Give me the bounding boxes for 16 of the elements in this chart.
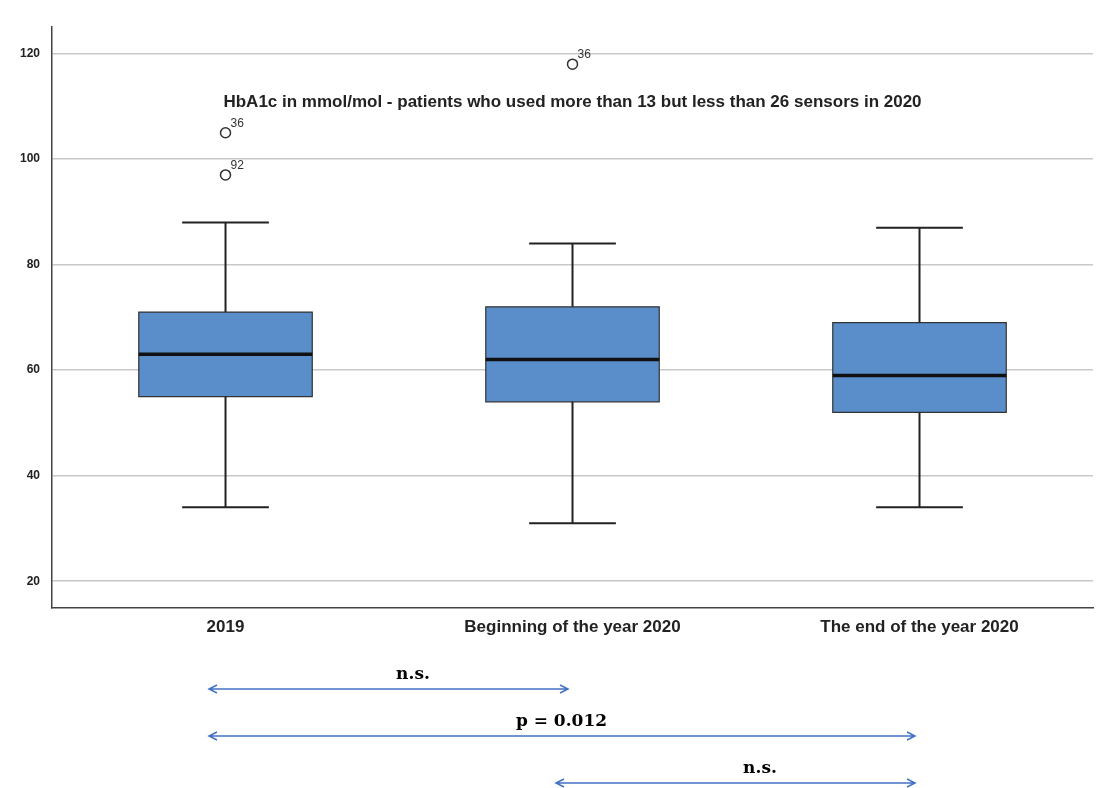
text: HbA1c in mmol/mol - patients who used more than 13 but less than 26 sensors in 2020 xyxy=(223,91,922,111)
y-tick-label: 120 xyxy=(19,45,41,60)
text: n.s. xyxy=(743,757,777,777)
text: n.s. xyxy=(396,663,430,683)
x-tick-label: The end of the year 2020 xyxy=(820,617,1019,637)
y-tick-label: 60 xyxy=(26,362,41,377)
x-tick-label: 2019 xyxy=(206,617,245,637)
y-tick-label: 40 xyxy=(26,468,41,482)
y-tick-label: 100 xyxy=(19,151,41,166)
y-tick-label: 80 xyxy=(26,256,41,271)
y-tick-label: 20 xyxy=(26,573,41,588)
text: p = 0.012 xyxy=(515,710,608,730)
annotation: 36 xyxy=(577,47,592,62)
x-tick-label: Beginning of the year 2020 xyxy=(464,617,681,637)
annotation: 36 xyxy=(230,116,245,131)
annotation: 92 xyxy=(230,158,245,173)
